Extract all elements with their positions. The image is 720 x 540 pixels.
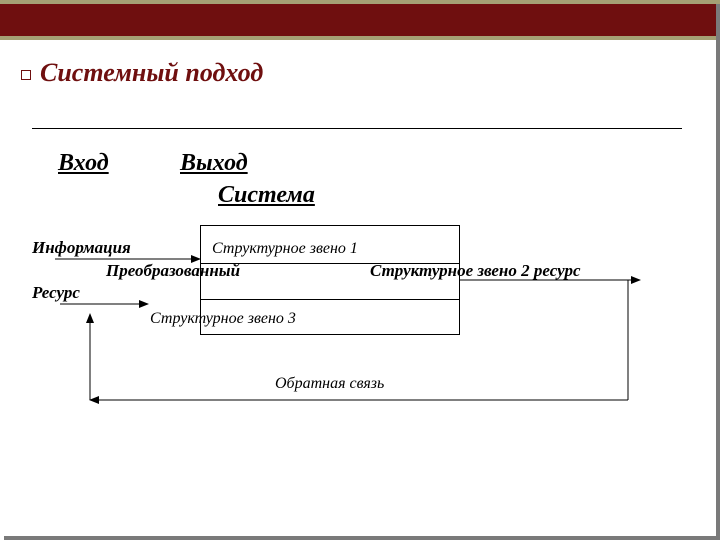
diagram-arrows xyxy=(0,0,720,540)
